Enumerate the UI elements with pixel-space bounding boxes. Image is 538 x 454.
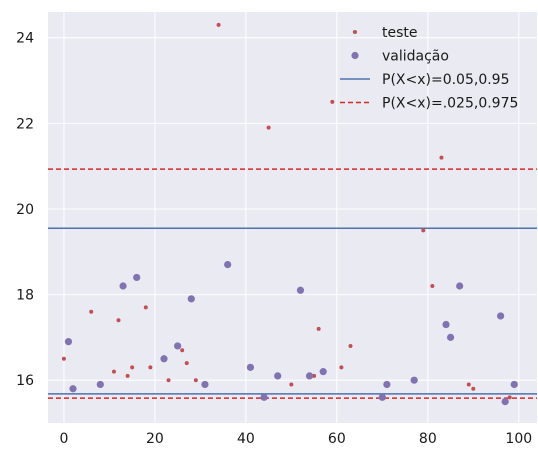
y-tick-label: 24 [16, 31, 34, 47]
point-teste [439, 155, 444, 160]
point-teste [143, 305, 148, 310]
point-validacao [305, 372, 314, 380]
point-validacao [69, 385, 77, 393]
legend: teste validação P(X<x)=0.05,0.95 P(X<x)=.02… [340, 25, 518, 112]
point-teste [466, 382, 471, 387]
point-validacao [133, 273, 141, 282]
point-teste [193, 378, 198, 383]
point-validacao [274, 372, 282, 380]
point-validacao [260, 393, 268, 401]
y-tick-label: 18 [16, 288, 34, 304]
legend-marker [353, 30, 357, 34]
point-teste [421, 228, 426, 233]
point-validacao [64, 338, 73, 346]
point-validacao [442, 320, 450, 329]
legend-label: P(X<x)=0.05,0.95 [382, 72, 510, 88]
point-teste [130, 365, 135, 370]
point-validacao [501, 397, 509, 406]
x-tick-label: 60 [328, 431, 346, 447]
point-teste [471, 386, 476, 391]
point-teste [116, 318, 121, 323]
point-validacao [378, 393, 386, 401]
legend-label: validação [382, 49, 449, 65]
point-teste [184, 361, 189, 366]
point-teste [148, 365, 153, 370]
point-teste [125, 373, 130, 378]
point-teste [266, 125, 271, 130]
point-teste [180, 348, 185, 353]
point-teste [339, 365, 344, 370]
point-validacao [187, 295, 195, 303]
point-teste [330, 99, 335, 104]
point-teste [111, 369, 116, 374]
point-teste [507, 395, 512, 400]
point-validacao [224, 260, 232, 269]
point-validacao [383, 380, 391, 389]
point-validacao [246, 363, 255, 371]
legend-marker [351, 51, 359, 60]
x-tick-label: 40 [237, 431, 255, 447]
point-teste [289, 382, 294, 387]
data-points [61, 22, 518, 406]
point-teste [166, 378, 171, 383]
x-tick-label: 0 [59, 431, 68, 447]
threshold-lines [48, 168, 537, 399]
y-tick-label: 16 [16, 373, 34, 389]
point-validacao [319, 368, 327, 376]
point-validacao [296, 286, 305, 294]
point-teste [89, 309, 94, 314]
plot-area [48, 12, 537, 423]
grid-lines [48, 12, 537, 423]
legend-label: teste [382, 25, 418, 41]
point-teste [316, 326, 321, 331]
x-tick-label: 20 [146, 431, 164, 447]
point-validacao [446, 333, 455, 341]
point-teste [312, 373, 317, 378]
point-teste [348, 343, 353, 348]
point-teste [216, 22, 221, 27]
point-teste [61, 356, 66, 361]
x-tick-label: 80 [419, 431, 437, 447]
point-validacao [456, 282, 464, 290]
legend-label: P(X<x)=.025,0.975 [382, 96, 518, 112]
point-validacao [201, 380, 209, 389]
point-validacao [497, 312, 505, 320]
point-validacao [174, 342, 182, 350]
point-teste [430, 284, 435, 288]
x-tick-label: 100 [505, 431, 532, 447]
tick-labels: 0 20 40 60 80 100 16 18 20 22 24 [16, 31, 532, 447]
point-validacao [510, 380, 518, 389]
y-tick-label: 20 [16, 202, 34, 218]
point-validacao [119, 282, 127, 290]
point-validacao [410, 376, 418, 384]
y-tick-label: 22 [16, 116, 34, 132]
point-validacao [160, 355, 168, 363]
point-validacao [96, 380, 104, 389]
